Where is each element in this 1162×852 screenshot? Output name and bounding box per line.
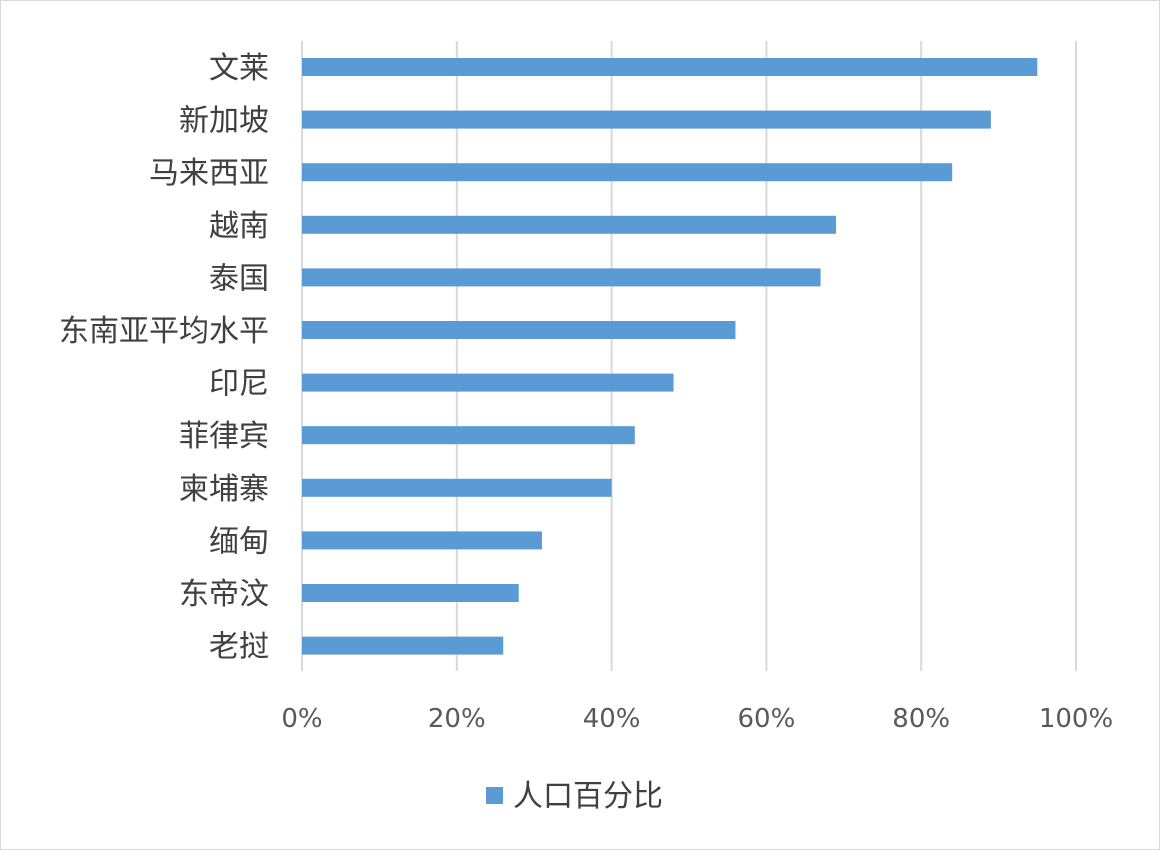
legend-swatch: [486, 787, 503, 804]
x-tick-label: 0%: [281, 704, 322, 734]
category-label: 老挝: [209, 630, 269, 665]
x-tick-label: 60%: [738, 704, 796, 734]
category-label: 菲律宾: [179, 419, 269, 454]
category-label: 东帝汶: [179, 577, 269, 612]
bar: [302, 58, 1038, 76]
category-label: 新加坡: [179, 104, 269, 139]
x-tick-label: 100%: [1039, 704, 1113, 734]
bar: [302, 321, 736, 339]
category-label: 越南: [209, 209, 269, 244]
bar: [302, 531, 542, 550]
bar: [302, 215, 837, 234]
bar: [302, 478, 612, 497]
legend-label: 人口百分比: [513, 779, 663, 814]
x-tick-labels: 0% 20% 40% 60% 80% 100%: [281, 704, 1113, 734]
bar: [302, 584, 519, 602]
bar: [302, 373, 674, 392]
category-label: 柬埔寨: [179, 472, 269, 507]
x-tick-label: 20%: [428, 704, 486, 734]
bar: [302, 268, 821, 287]
category-label: 文莱: [209, 51, 269, 86]
bar: [302, 636, 504, 655]
x-tick-label: 40%: [583, 704, 641, 734]
bar: [302, 426, 635, 445]
bar: [302, 163, 953, 182]
legend: 人口百分比: [486, 779, 663, 814]
x-tick-label: 80%: [892, 704, 950, 734]
category-label: 东南亚平均水平: [59, 314, 269, 349]
category-label: 泰国: [209, 261, 269, 296]
bars: [302, 58, 1038, 655]
category-label: 印尼: [209, 367, 269, 402]
bar: [302, 110, 991, 129]
gridlines: [301, 41, 1077, 671]
category-label: 缅甸: [209, 524, 269, 559]
category-label: 马来西亚: [149, 156, 269, 191]
